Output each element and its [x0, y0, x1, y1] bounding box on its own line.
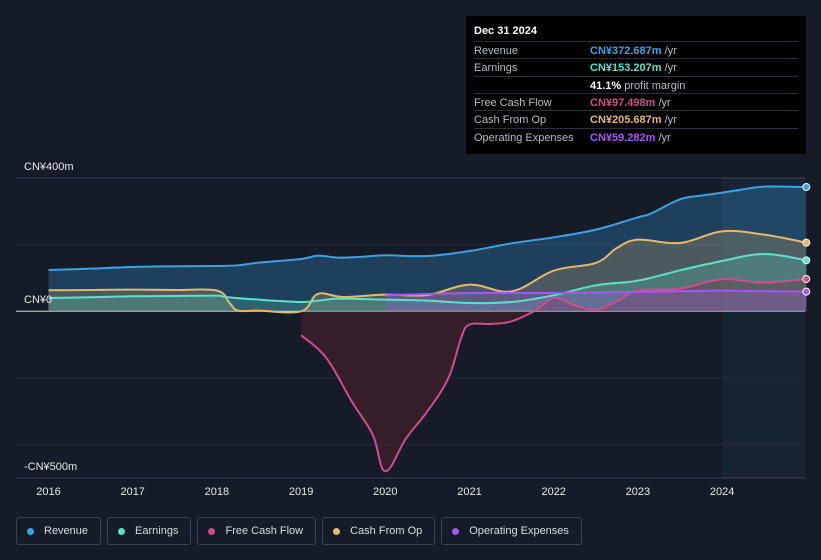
tooltip-row: Cash From Op CN¥205.687m /yr [474, 110, 798, 128]
legend-item-operating-expenses[interactable]: Operating Expenses [441, 517, 582, 545]
x-tick-label: 2021 [457, 486, 481, 498]
tooltip-row-label: Operating Expenses [474, 131, 574, 144]
tooltip-row-label: Free Cash Flow [474, 96, 552, 109]
grid [16, 177, 805, 479]
legend-item-cash-from-op[interactable]: Cash From Op [322, 517, 436, 545]
x-tick-label: 2019 [289, 486, 313, 498]
tooltip-row-value: 41.1% profit margin [590, 79, 686, 92]
series-lines [48, 185, 807, 473]
free-cash-flow-area [301, 278, 807, 472]
revenue-line [48, 185, 807, 271]
legend-label: Operating Expenses [469, 525, 569, 537]
y-axis-label-top: CN¥400m [24, 161, 74, 173]
forecast-region [722, 178, 805, 478]
cash-from-op-end-dot [802, 238, 811, 247]
x-tick-label: 2024 [710, 486, 734, 498]
tooltip-row: Revenue CN¥372.687m /yr [474, 41, 798, 59]
legend-dot-icon [452, 527, 460, 535]
legend-dot-icon [118, 527, 126, 535]
legend-label: Revenue [44, 525, 89, 537]
tooltip-row-value: CN¥97.498m /yr [590, 96, 671, 109]
tooltip-row: Free Cash Flow CN¥97.498m /yr [474, 92, 798, 111]
earnings-end-dot [802, 256, 811, 265]
tooltip-panel: Dec 31 2024 Revenue CN¥372.687m /yr Earnin… [466, 16, 806, 154]
tooltip-row-label: Revenue [474, 45, 519, 57]
operating-expenses-end-dot [802, 287, 811, 296]
earnings-area [48, 253, 807, 312]
free-cash-flow-line [300, 277, 807, 473]
legend-item-earnings[interactable]: Earnings [107, 517, 192, 545]
legend-item-free-cash-flow[interactable]: Free Cash Flow [197, 517, 317, 545]
series-areas [48, 186, 807, 472]
tooltip-row-label: Earnings [474, 62, 518, 75]
tooltip-row-value: CN¥153.207m /yr [590, 62, 677, 75]
tooltip-row: Earnings CN¥153.207m /yr [474, 58, 798, 76]
legend-label: Free Cash Flow [225, 525, 304, 537]
free-cash-flow-end-dot [802, 274, 811, 283]
axis-labels: CN¥400m CN¥0 -CN¥500m 2016 2017 2018 2019 2020 2… [24, 161, 734, 498]
x-tick-label: 2022 [541, 486, 565, 498]
tooltip-row: Operating Expenses CN¥59.282m /yr [474, 127, 798, 146]
legend-dot-icon [27, 527, 34, 535]
series-end-dots [802, 182, 811, 296]
x-tick-label: 2020 [373, 486, 397, 498]
y-axis-label-zero: CN¥0 [24, 294, 52, 306]
tooltip-row-value: CN¥59.282m /yr [590, 131, 671, 144]
operating-expenses-line [385, 289, 807, 297]
operating-expenses-area [385, 290, 807, 312]
revenue-area [48, 186, 807, 312]
tooltip-row-value: CN¥205.687m /yr [590, 114, 677, 127]
tooltip-row-value: CN¥372.687m /yr [590, 45, 677, 57]
legend-label: Cash From Op [350, 525, 423, 537]
legend-item-revenue[interactable]: Revenue [16, 517, 102, 545]
legend-label: Earnings [135, 525, 179, 537]
x-tick-label: 2018 [205, 486, 229, 498]
y-axis-label-bottom: -CN¥500m [24, 461, 77, 473]
tooltip-row: 41.1% profit margin [474, 75, 798, 94]
x-tick-label: 2023 [626, 486, 650, 498]
earnings-line [48, 252, 807, 305]
legend: Revenue Earnings Free Cash Flow Cash From O… [16, 517, 582, 547]
legend-dot-icon [333, 527, 341, 535]
x-tick-label: 2016 [36, 486, 60, 498]
tooltip-date: Dec 31 2024 [474, 25, 537, 37]
tooltip-row-label: Cash From Op [474, 114, 547, 127]
x-tick-label: 2017 [120, 486, 144, 498]
legend-dot-icon [208, 527, 216, 535]
revenue-end-dot [802, 182, 811, 191]
